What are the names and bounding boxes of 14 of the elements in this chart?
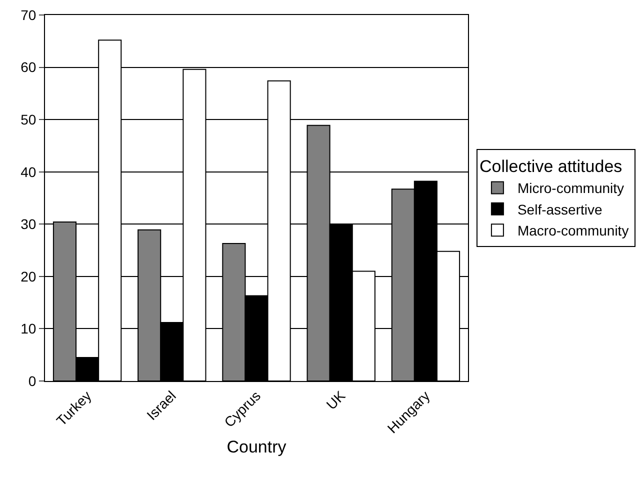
x-tick-label: UK	[323, 387, 349, 413]
y-tick-label: 60	[20, 59, 36, 76]
y-tick-label: 70	[20, 6, 36, 23]
x-axis-title: Country	[226, 438, 287, 457]
y-tick-label: 50	[20, 111, 36, 128]
legend-label: Self-assertive	[517, 201, 602, 218]
y-tick-label: 30	[20, 216, 36, 232]
legend-label: Micro-community	[517, 180, 624, 196]
y-tick-label: 10	[20, 320, 36, 337]
y-tick-label: 20	[20, 268, 36, 284]
legend-label: Macro-community	[517, 222, 629, 239]
legend-title: Collective attitudes	[479, 157, 622, 176]
y-tick-label: 40	[20, 164, 36, 180]
y-tick-label: 0	[28, 372, 36, 389]
